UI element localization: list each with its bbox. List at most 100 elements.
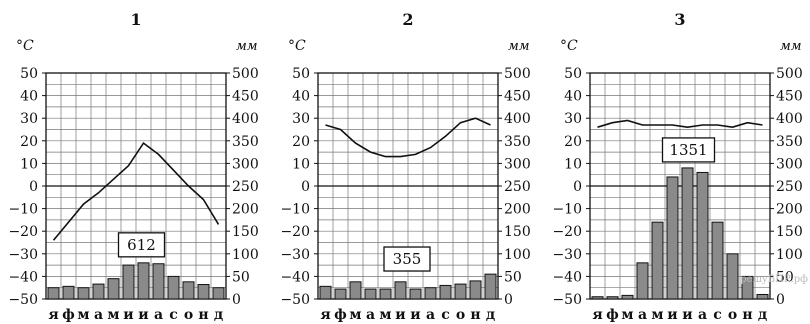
precipitation-bar: [469, 280, 482, 300]
temperature-tick-label: −20: [552, 224, 582, 240]
precipitation-unit-label: мм: [780, 39, 802, 54]
precipitation-bar: [334, 288, 347, 300]
annual-total-label: 612: [127, 236, 156, 254]
month-label: а: [638, 307, 647, 323]
month-label: м: [77, 307, 89, 323]
temperature-tick-label: 30: [564, 111, 582, 127]
month-label: и: [138, 307, 148, 323]
temperature-tick-label: 50: [564, 66, 582, 82]
annual-total-box: [117, 232, 166, 258]
precipitation-bar: [47, 287, 60, 300]
month-label: а: [426, 307, 435, 323]
precipitation-bar: [122, 264, 135, 300]
precipitation-tick-label: 0: [776, 292, 785, 308]
precipitation-tick-label: 50: [776, 269, 794, 285]
precipitation-tick-label: 50: [504, 269, 522, 285]
month-label: и: [682, 307, 692, 323]
month-label: а: [366, 307, 375, 323]
temperature-tick-label: −20: [8, 224, 38, 240]
temperature-tick-label: −40: [8, 269, 38, 285]
month-label: и: [667, 307, 677, 323]
month-label: д: [214, 307, 223, 323]
precipitation-bar: [152, 263, 165, 300]
precipitation-tick-label: 200: [232, 202, 259, 218]
precipitation-bar: [167, 275, 180, 300]
chart-panel-3: 3°C мм50403020100−10−20−30−40−50500450400…: [552, 10, 802, 323]
precipitation-bar: [741, 275, 754, 300]
precipitation-bar: [484, 273, 497, 300]
precipitation-tick-label: 0: [232, 292, 241, 308]
annual-total-label: 355: [393, 250, 422, 268]
temperature-tick-label: 20: [20, 134, 38, 150]
precipitation-bar: [591, 296, 604, 300]
temperature-unit-label: °C: [288, 38, 306, 54]
temperature-tick-label: −30: [8, 247, 38, 263]
month-label: д: [758, 307, 767, 323]
temperature-tick-label: −10: [280, 202, 310, 218]
precipitation-tick-label: 100: [232, 247, 259, 263]
precipitation-bar: [182, 281, 195, 300]
precipitation-bar: [409, 288, 422, 300]
precipitation-bar: [651, 221, 664, 300]
temperature-tick-label: 30: [20, 111, 38, 127]
precipitation-tick-label: 250: [504, 179, 531, 195]
precipitation-tick-label: 200: [776, 202, 803, 218]
month-label: м: [379, 307, 391, 323]
precipitation-bar: [364, 288, 377, 300]
month-label: ф: [606, 307, 619, 323]
temperature-unit-label: °C: [16, 38, 34, 54]
temperature-line: [325, 117, 491, 158]
temperature-tick-label: 20: [292, 134, 310, 150]
temperature-line: [52, 141, 220, 241]
precipitation-unit-label: мм: [236, 39, 258, 54]
precipitation-bar: [107, 278, 120, 300]
precipitation-bar: [137, 262, 150, 300]
temperature-tick-label: 20: [564, 134, 582, 150]
precipitation-bar: [379, 288, 392, 300]
chart-title: 2: [402, 10, 413, 29]
annual-total-label: 1351: [669, 141, 707, 159]
temperature-tick-label: 0: [29, 179, 38, 195]
precipitation-tick-label: 500: [232, 66, 259, 82]
precipitation-bar: [726, 253, 739, 300]
precipitation-tick-label: 300: [776, 156, 803, 172]
precipitation-tick-label: 450: [776, 89, 803, 105]
precipitation-bar: [756, 293, 769, 300]
temperature-tick-label: −10: [8, 202, 38, 218]
precipitation-bar: [77, 287, 90, 300]
month-label: я: [320, 307, 330, 323]
precipitation-bar: [454, 283, 467, 300]
precipitation-tick-label: 500: [504, 66, 531, 82]
month-label: н: [470, 307, 480, 323]
precipitation-tick-label: 150: [504, 224, 531, 240]
month-label: и: [395, 307, 405, 323]
precipitation-tick-label: 0: [504, 292, 513, 308]
precipitation-bar: [394, 281, 407, 300]
month-label: и: [123, 307, 133, 323]
annual-total-box: [661, 137, 716, 163]
precipitation-bar: [711, 221, 724, 300]
precipitation-tick-label: 500: [776, 66, 803, 82]
precipitation-bar: [319, 285, 332, 300]
month-label: ф: [62, 307, 75, 323]
precipitation-tick-label: 300: [504, 156, 531, 172]
temperature-tick-label: 10: [292, 156, 310, 172]
precipitation-tick-label: 200: [504, 202, 531, 218]
precipitation-tick-label: 250: [776, 179, 803, 195]
month-label: о: [184, 307, 193, 323]
precipitation-tick-label: 300: [232, 156, 259, 172]
temperature-tick-label: 10: [564, 156, 582, 172]
month-label: а: [698, 307, 707, 323]
month-label: о: [728, 307, 737, 323]
temperature-tick-label: 0: [573, 179, 582, 195]
precipitation-bar: [197, 284, 210, 300]
temperature-tick-label: −50: [8, 292, 38, 308]
precipitation-tick-label: 100: [776, 247, 803, 263]
precipitation-bar: [696, 171, 709, 300]
temperature-tick-label: −10: [552, 202, 582, 218]
temperature-tick-label: −50: [552, 292, 582, 308]
temperature-tick-label: 40: [564, 89, 582, 105]
precipitation-tick-label: 100: [504, 247, 531, 263]
month-label: и: [410, 307, 420, 323]
precipitation-bar: [636, 262, 649, 300]
